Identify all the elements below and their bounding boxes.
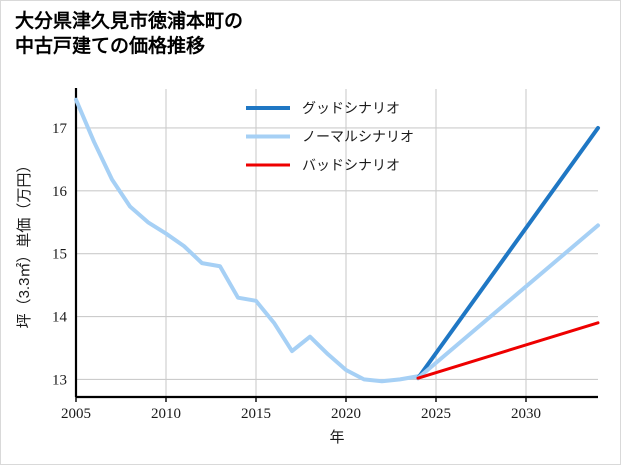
x-tick-label: 2005 (61, 406, 91, 422)
y-tick-label: 13 (52, 372, 67, 388)
x-tick-label: 2030 (511, 406, 541, 422)
series-line-グッドシナリオ (416, 125, 600, 381)
x-tick-label: 2020 (331, 406, 361, 422)
x-axis-tick-marks (75, 397, 527, 402)
legend-label: ノーマルシナリオ (302, 129, 414, 145)
y-tick-label: 17 (52, 121, 68, 137)
x-tick-label: 2025 (421, 406, 451, 422)
x-tick-label: 2010 (151, 406, 181, 422)
y-tick-label: 15 (52, 247, 67, 263)
x-axis-tick-labels: 2005 2010 2015 2020 2025 2030 (61, 406, 541, 422)
chart-title: 大分県津久見市徳浦本町の 中古戸建ての価格推移 (15, 11, 244, 58)
legend-label: バッドシナリオ (302, 157, 400, 173)
y-axis-tick-labels: 13 14 15 16 17 (52, 121, 68, 388)
x-axis-title: 年 (329, 429, 344, 446)
horizontal-gridlines (76, 127, 598, 380)
y-tick-label: 14 (52, 310, 68, 326)
y-tick-label: 16 (52, 184, 68, 200)
y-axis-title: 坪（3.3㎡）単価（万円） (16, 158, 33, 329)
x-tick-label: 2015 (241, 406, 271, 422)
legend-label: グッドシナリオ (302, 100, 400, 116)
data-series-group (74, 97, 600, 384)
series-line-バッドシナリオ (416, 321, 600, 380)
series-line-ノーマルシナリオ (416, 223, 600, 381)
series-line-実績 (74, 97, 420, 384)
